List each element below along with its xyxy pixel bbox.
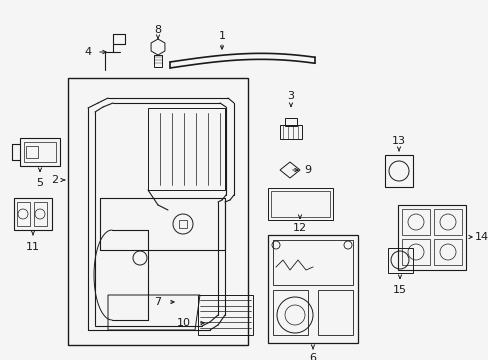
Bar [26,146,38,158]
Bar [179,220,186,228]
Text: 4: 4 [84,47,91,57]
Bar [14,198,52,230]
Text: 2: 2 [51,175,59,185]
Text: 7: 7 [154,297,161,307]
Bar [317,290,352,335]
Text: 10: 10 [177,318,191,328]
Text: 14: 14 [474,232,488,242]
Bar [401,209,429,235]
Text: 1: 1 [218,31,225,41]
Bar [387,248,412,273]
Text: 9: 9 [304,165,311,175]
Text: 11: 11 [26,242,40,252]
Bar [20,138,60,166]
Bar [433,209,461,235]
Bar [384,155,412,187]
Bar [272,290,307,335]
Bar [267,188,332,220]
Text: 8: 8 [154,25,161,35]
Text: 6: 6 [309,353,316,360]
Text: 15: 15 [392,285,406,295]
Bar [270,191,329,217]
Bar [24,142,56,162]
Bar [272,240,352,285]
Text: 12: 12 [292,223,306,233]
Bar [280,125,302,139]
Bar [267,235,357,343]
Bar [17,202,30,226]
Text: 3: 3 [287,91,294,101]
Bar [401,239,429,265]
Bar [397,205,465,270]
Bar [34,202,47,226]
Bar [285,118,296,126]
Text: 13: 13 [391,136,405,146]
Bar [154,55,162,67]
Bar [433,239,461,265]
Text: 5: 5 [37,178,43,188]
Bar [68,78,247,345]
Bar [198,295,252,335]
Bar [148,108,224,190]
